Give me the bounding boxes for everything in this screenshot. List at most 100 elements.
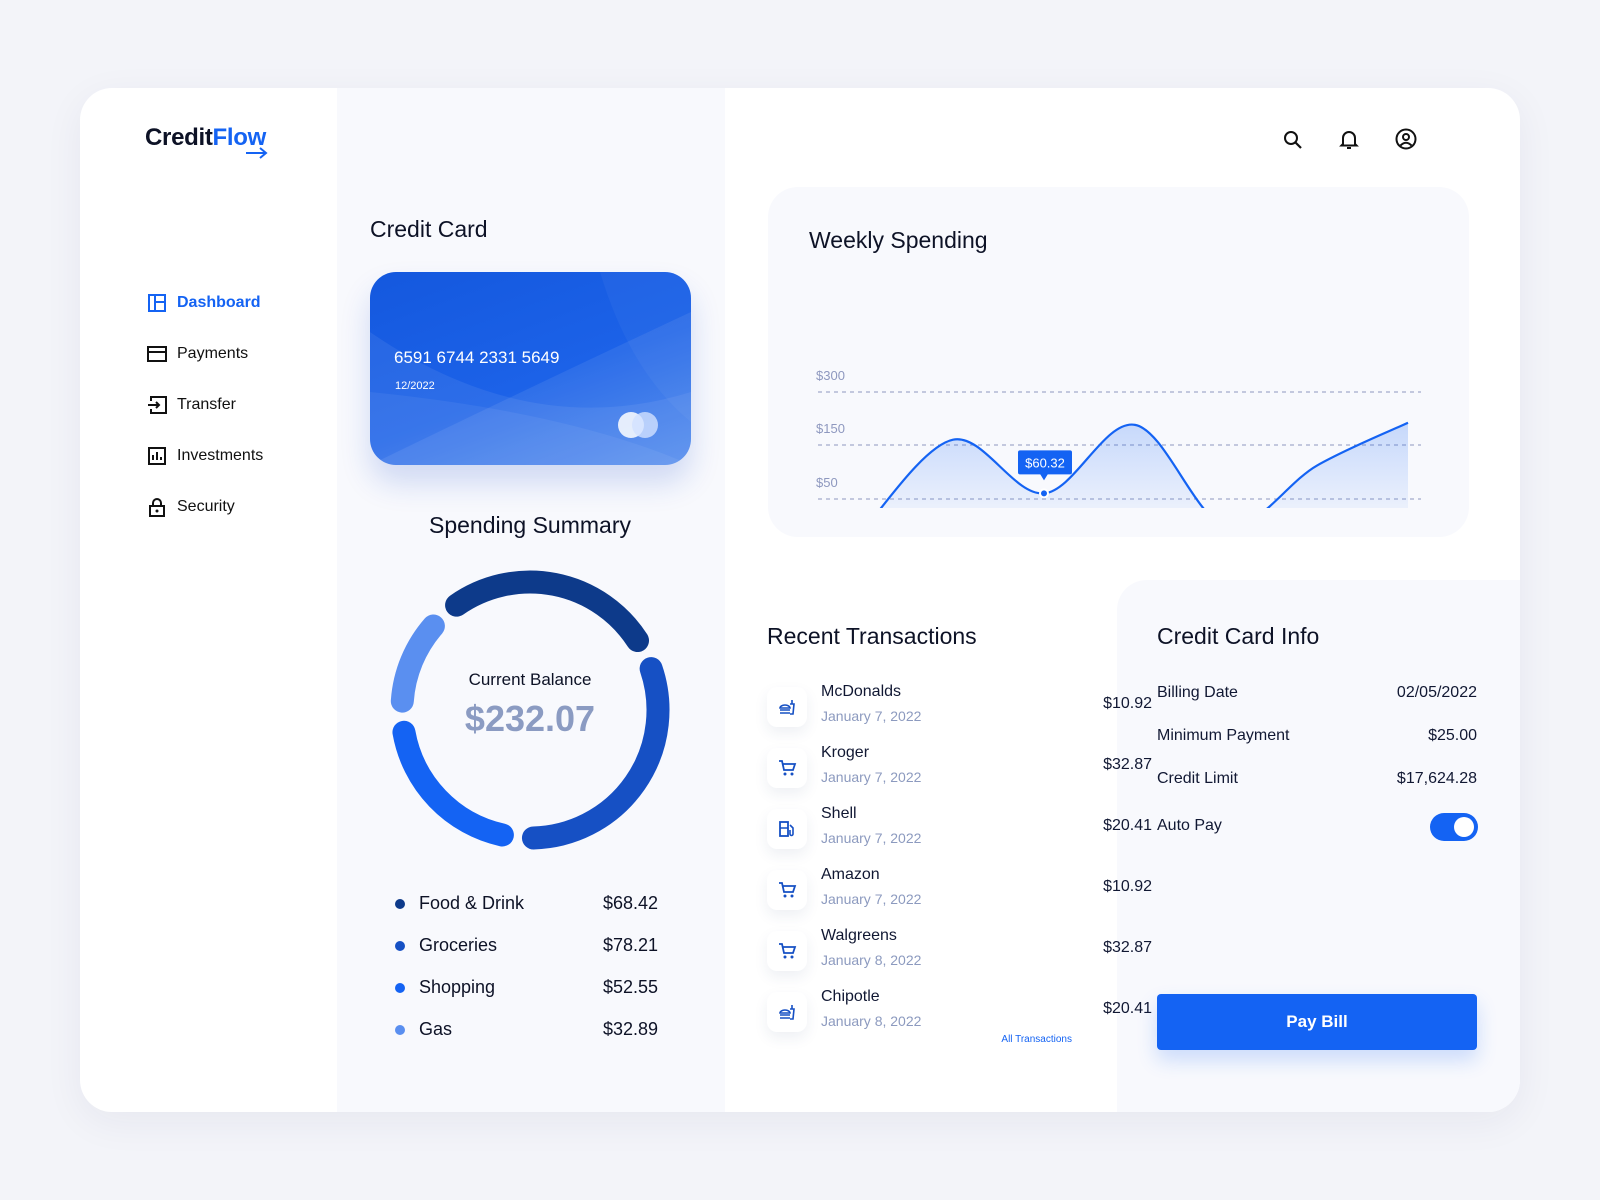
weekly-spending-chart: $0$50$150$300MonTueWedThuFriSatSun$60.32 (816, 368, 1421, 508)
card-number: 6591 6744 2331 5649 (394, 348, 560, 367)
spending-summary-title: Spending Summary (429, 512, 631, 538)
transaction-date: January 8, 2022 (821, 952, 922, 968)
transaction-date: January 7, 2022 (821, 708, 922, 724)
sidebar-item-security[interactable]: Security (147, 497, 235, 517)
y-tick-label: $150 (816, 421, 845, 436)
arrow-right-icon (246, 147, 268, 159)
recent-transactions-title: Recent Transactions (767, 623, 977, 649)
fuel-icon (779, 821, 794, 837)
card-pattern (370, 272, 691, 465)
donut-segment[interactable] (392, 720, 514, 847)
legend-label: Food & Drink (419, 893, 525, 913)
sidebar-item-label: Dashboard (177, 294, 261, 311)
cart-icon (779, 943, 797, 959)
weekly-spending-title: Weekly Spending (809, 227, 988, 253)
donut-segment[interactable] (445, 570, 650, 653)
transaction-row[interactable]: Kroger January 7, 2022 $32.87 (767, 744, 1152, 800)
user-circle-icon[interactable] (1394, 127, 1418, 151)
transaction-icon-box (767, 687, 807, 727)
lock-icon (149, 498, 165, 517)
sidebar-item-transfer[interactable]: Transfer (147, 395, 236, 415)
legend-dot (395, 982, 405, 993)
logo[interactable]: CreditFlow (145, 124, 268, 159)
credit-card-info-title: Credit Card Info (1157, 623, 1320, 649)
legend-value: $32.89 (602, 1019, 658, 1039)
legend-label: Gas (419, 1019, 453, 1039)
sidebar-item-dashboard[interactable]: Dashboard (147, 293, 261, 313)
legend-dot (395, 1024, 405, 1035)
legend-dot (395, 940, 405, 951)
info-row: Billing Date 02/05/2022 (1157, 684, 1477, 702)
legend-item: Shopping $52.55 (395, 977, 658, 998)
spending-donut (390, 570, 670, 850)
credit-card-title: Credit Card (370, 216, 488, 242)
transaction-merchant: Kroger (821, 744, 870, 761)
info-label: Billing Date (1157, 684, 1238, 701)
transaction-merchant: Shell (821, 805, 857, 822)
transaction-row[interactable]: Chipotle January 8, 2022 $20.41 (767, 988, 1152, 1044)
legend-value: $52.55 (602, 977, 658, 997)
info-value: $17,624.28 (1396, 770, 1477, 787)
sidebar-item-investments[interactable]: Investments (147, 446, 263, 466)
card-expiry: 12/2022 (395, 380, 435, 392)
search-icon[interactable] (1281, 128, 1305, 152)
legend-dot (395, 898, 405, 909)
tooltip-value: $60.32 (1025, 455, 1065, 470)
donut-segment[interactable] (390, 614, 445, 713)
tooltip-pointer (1040, 473, 1048, 481)
transaction-icon-box (767, 931, 807, 971)
transaction-icon-box (767, 992, 807, 1032)
toggle-knob (1454, 817, 1474, 837)
sidebar-item-label: Security (177, 498, 235, 515)
transaction-amount: $32.87 (1103, 756, 1152, 773)
info-row: Credit Limit $17,624.28 (1157, 770, 1477, 788)
transaction-row[interactable]: Amazon January 7, 2022 $10.92 (767, 866, 1152, 922)
bell-icon[interactable] (1337, 127, 1361, 151)
transaction-merchant: Walgreens (821, 927, 897, 944)
transaction-amount: $10.92 (1103, 878, 1152, 895)
transaction-row[interactable]: McDonalds January 7, 2022 $10.92 (767, 683, 1152, 739)
y-tick-label: $50 (816, 475, 838, 490)
transaction-amount: $32.87 (1103, 939, 1152, 956)
sidebar-item-label: Investments (177, 447, 264, 464)
highlight-point[interactable] (1039, 488, 1049, 499)
info-value: $25.00 (1428, 727, 1477, 744)
y-tick-label: $300 (816, 368, 845, 383)
legend-item: Groceries $78.21 (395, 935, 658, 956)
info-value: 02/05/2022 (1396, 684, 1477, 701)
legend-item: Food & Drink $68.42 (395, 893, 658, 914)
transaction-date: January 7, 2022 (821, 891, 922, 907)
transaction-icon-box (767, 870, 807, 910)
food-icon (779, 1005, 795, 1020)
donut-segment[interactable] (521, 657, 670, 850)
transaction-merchant: Chipotle (821, 988, 880, 1005)
sidebar-item-payments[interactable]: Payments (147, 344, 248, 364)
transaction-amount: $10.92 (1103, 695, 1152, 712)
legend-label: Shopping (419, 977, 496, 997)
auto-pay-toggle[interactable] (1430, 813, 1478, 841)
transaction-row[interactable]: Shell January 7, 2022 $20.41 (767, 805, 1152, 861)
dashboard-icon (148, 294, 166, 312)
credit-card-icon (147, 346, 167, 362)
area-fill (881, 422, 1408, 508)
transaction-merchant: Amazon (821, 866, 880, 883)
transaction-icon-box (767, 809, 807, 849)
legend-value: $68.42 (602, 893, 658, 913)
info-label: Credit Limit (1157, 770, 1238, 787)
transaction-date: January 7, 2022 (821, 769, 922, 785)
transaction-merchant: McDonalds (821, 683, 902, 700)
cart-icon (779, 760, 797, 776)
auto-pay-row: Auto Pay (1157, 817, 1477, 835)
dashboard-panel: CreditFlow Dashboard Payments Transfer Inve… (80, 88, 1520, 1112)
transaction-amount: $20.41 (1103, 817, 1152, 834)
all-transactions-link[interactable]: All Transactions (1001, 1034, 1072, 1045)
pay-bill-button[interactable]: Pay Bill (1157, 994, 1477, 1050)
transaction-icon-box (767, 748, 807, 788)
transfer-icon (148, 396, 167, 414)
spending-line (879, 421, 1409, 508)
chart-icon (148, 447, 166, 465)
info-label: Minimum Payment (1157, 727, 1290, 744)
credit-card[interactable]: 6591 6744 2331 5649 12/2022 (370, 272, 691, 465)
logo-text-accent: Flow (212, 124, 267, 151)
transaction-row[interactable]: Walgreens January 8, 2022 $32.87 (767, 927, 1152, 983)
